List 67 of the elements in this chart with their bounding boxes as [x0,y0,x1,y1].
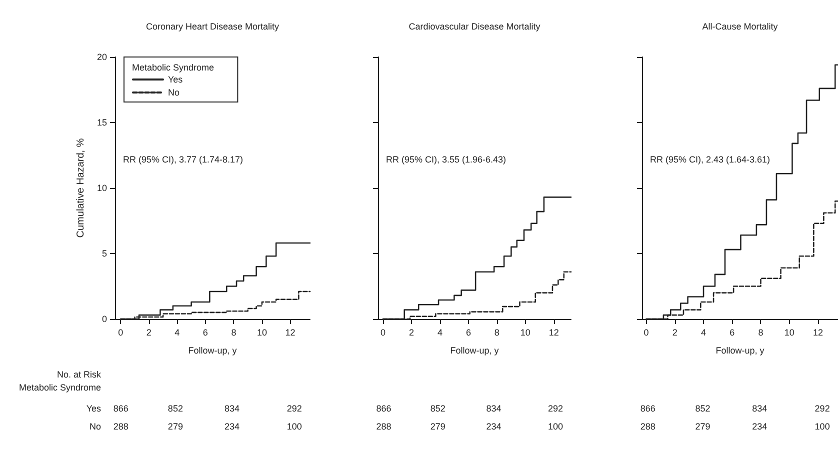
text: 852 [168,404,183,414]
legend-label: No [168,88,180,98]
x-tick-label: 12 [548,328,559,338]
chart-title: Coronary Heart Disease Mortality [146,22,280,32]
text: 279 [168,422,183,432]
x-tick-label: 12 [285,328,296,338]
x-tick-label: 0 [644,328,649,338]
text: 852 [695,404,710,414]
text: 852 [430,404,446,414]
x-tick-label: 4 [437,328,442,338]
x-tick-label: 2 [408,328,414,338]
text: 292 [286,404,302,414]
text: 866 [640,404,656,414]
x-tick-label: 6 [466,328,471,338]
y-tick-label: 20 [96,52,107,62]
text: 834 [486,404,502,414]
legend-label: Yes [168,74,184,84]
x-tick-label: 8 [494,328,500,338]
x-tick-label: 4 [701,328,706,338]
text: 234 [486,422,502,432]
x-tick-label: 8 [231,328,236,338]
y-axis-title: Cumulative Hazard, % [76,138,87,238]
text: 279 [430,422,446,432]
text: 288 [640,422,656,432]
x-tick-label: 2 [672,328,678,338]
text: 100 [286,422,302,432]
text: 292 [548,404,564,414]
text: 100 [814,422,830,432]
text: 834 [224,404,240,414]
x-axis-title: Follow-up, y [450,346,500,356]
text: 866 [376,404,392,414]
x-tick-label: 10 [256,328,267,338]
annotation: RR (95% CI), 3.77 (1.74-8.17) [123,154,244,164]
x-tick-label: 6 [730,328,735,338]
x-tick-label: 0 [380,328,386,338]
text: 288 [376,422,392,432]
chart-title: All-Cause Mortality [702,22,778,32]
text: 234 [224,422,240,432]
x-tick-label: 6 [202,328,208,338]
text: 866 [113,404,128,414]
text: 100 [548,422,564,432]
text: Metabolic Syndrome [18,382,101,392]
text: No [89,422,101,432]
text: 234 [752,422,768,432]
legend-title: Metabolic Syndrome [132,62,214,72]
y-tick-label: 5 [102,248,107,258]
y-tick-label: 0 [102,314,107,324]
x-axis-title: Follow-up, y [716,346,765,356]
annotation: RR (95% CI), 2.43 (1.64-3.61) [650,154,770,164]
x-tick-label: 10 [520,328,530,338]
x-tick-label: 4 [174,328,180,338]
text: 279 [695,422,710,432]
chart-title: Cardiovascular Disease Mortality [408,22,541,32]
annotation: RR (95% CI), 3.55 (1.96-6.43) [386,154,506,164]
x-axis-title: Follow-up, y [188,346,238,356]
text: 292 [814,404,830,414]
x-tick-label: 2 [146,328,152,338]
x-tick-label: 12 [812,328,823,338]
text: No. at Risk [56,370,102,380]
x-tick-label: 8 [758,328,764,338]
x-tick-label: 0 [118,328,124,338]
x-tick-label: 10 [784,328,794,338]
text: 834 [752,404,768,414]
text: 288 [113,422,128,432]
text: Yes [86,404,102,414]
y-tick-label: 10 [96,183,107,193]
y-tick-label: 15 [96,118,107,128]
